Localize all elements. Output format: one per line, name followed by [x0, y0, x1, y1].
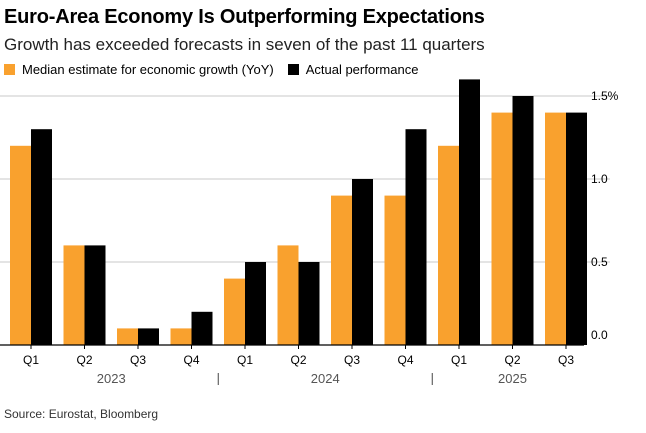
source-note: Source: Eurostat, Bloomberg	[4, 407, 159, 421]
bar-actual	[31, 129, 52, 345]
bar-estimate	[545, 112, 566, 345]
bar-estimate	[277, 245, 299, 345]
x-tick-label: Q4	[397, 353, 413, 367]
chart-title: Euro-Area Economy Is Outperforming Expec…	[4, 6, 485, 28]
y-tick-label: 0.0	[591, 328, 608, 342]
legend-item-actual: Actual performance	[287, 62, 419, 77]
bar-estimate	[117, 328, 138, 345]
x-tick-label: Q1	[451, 353, 467, 367]
bar-actual	[84, 245, 106, 345]
bar-estimate	[331, 195, 352, 345]
year-label: 2023	[97, 371, 126, 386]
x-tick-label: Q3	[344, 353, 360, 367]
bar-actual	[298, 262, 320, 345]
bar-estimate	[491, 112, 513, 345]
bar-actual	[352, 179, 373, 345]
bar-actual	[512, 96, 534, 345]
bar-actual	[405, 129, 427, 345]
bar-estimate	[10, 145, 31, 345]
legend-label-estimate: Median estimate for economic growth (YoY…	[22, 62, 274, 77]
bar-estimate	[438, 145, 459, 345]
x-tick-label: Q2	[76, 353, 92, 367]
chart-subtitle: Growth has exceeded forecasts in seven o…	[4, 35, 485, 54]
bar-estimate	[63, 245, 85, 345]
y-tick-label: 1.0	[591, 172, 608, 186]
x-tick-label: Q2	[504, 353, 520, 367]
x-tick-label: Q3	[130, 353, 146, 367]
year-label: 2024	[311, 371, 340, 386]
x-tick-label: Q2	[290, 353, 306, 367]
bar-actual	[459, 79, 480, 346]
bar-actual	[566, 112, 587, 345]
x-tick-label: Q4	[183, 353, 199, 367]
bar-actual	[191, 311, 213, 345]
legend-label-actual: Actual performance	[305, 62, 419, 77]
bar-actual	[245, 262, 266, 345]
legend-swatch-actual	[287, 64, 299, 75]
legend-item-estimate: Median estimate for economic growth (YoY…	[4, 62, 274, 77]
legend-swatch-estimate	[4, 64, 15, 75]
x-tick-label: Q1	[23, 353, 39, 367]
bar-estimate	[224, 278, 245, 345]
y-tick-label: 0.5	[591, 255, 608, 269]
bar-estimate	[384, 195, 406, 345]
legend: Median estimate for economic growth (YoY…	[4, 62, 432, 77]
y-tick-label: 1.5%	[591, 89, 619, 103]
year-label: 2025	[498, 371, 527, 386]
bar-estimate	[170, 328, 192, 345]
bar-actual	[138, 328, 159, 345]
x-tick-label: Q1	[237, 353, 253, 367]
x-tick-label: Q3	[558, 353, 574, 367]
